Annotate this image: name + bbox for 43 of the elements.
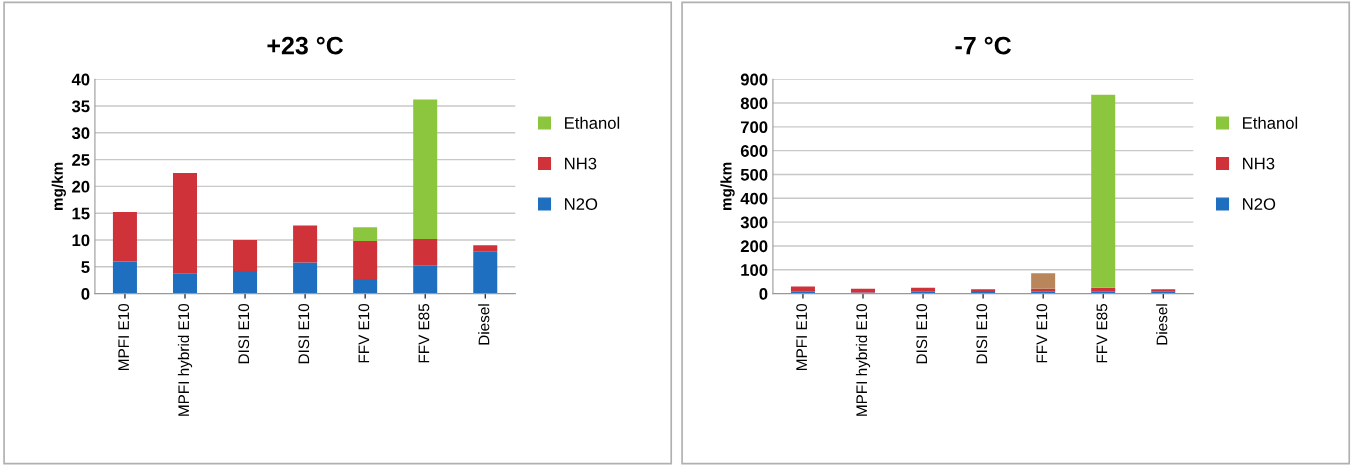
legend-label: Ethanol (565, 116, 620, 129)
y-tick-label: 0 (81, 287, 90, 300)
x-tick-label: DISI E10 (298, 303, 310, 364)
y-tick-label: 15 (72, 207, 90, 220)
y-tick-label: 800 (740, 97, 768, 110)
y-tick-label: 700 (740, 121, 768, 134)
y-axis-title: mg/km (51, 162, 66, 211)
chart-title: +23 °C (267, 36, 344, 55)
y-tick-label: 25 (72, 154, 90, 166)
y-axis-title: mg/km (720, 162, 735, 211)
x-tick-label: Diesel (478, 304, 490, 345)
x-tick-label: MPFI E10 (796, 303, 808, 370)
x-tick-label: FFV E10 (1036, 303, 1048, 363)
y-tick-label: 100 (741, 264, 768, 276)
x-tick-label: MPFI hybrid E10 (177, 303, 193, 416)
chart-title: -7 °C (955, 36, 1012, 55)
y-tick-label: 10 (72, 234, 90, 247)
y-tick-label: 5 (81, 261, 90, 273)
legend-label: N2O (565, 198, 598, 210)
y-tick-label: 300 (740, 216, 768, 229)
y-tick-label: 40 (71, 73, 90, 86)
x-tick-label: FFV E85 (1096, 303, 1108, 363)
y-tick-label: 400 (740, 192, 768, 205)
y-tick-label: 20 (72, 180, 90, 193)
y-tick-label: 0 (759, 287, 768, 300)
x-tick-label: DISI E10 (916, 303, 928, 364)
y-tick-label: 500 (740, 168, 768, 181)
x-tick-label: FFV E85 (418, 303, 430, 363)
x-tick-label: Diesel (1156, 304, 1168, 345)
x-tick-label: MPFI hybrid E10 (855, 303, 871, 416)
legend-label: Ethanol (1243, 116, 1298, 129)
legend-label: NH3 (565, 157, 597, 170)
x-tick-label: DISI E10 (976, 303, 988, 364)
y-tick-label: 200 (740, 240, 768, 253)
y-tick-label: 30 (71, 127, 90, 140)
x-tick-label: MPFI E10 (118, 303, 130, 370)
y-tick-label: 900 (740, 73, 768, 86)
x-tick-label: DISI E10 (238, 303, 250, 364)
legend-label: NH3 (1243, 157, 1275, 170)
y-tick-label: 35 (71, 100, 90, 113)
legend-label: N2O (1243, 198, 1276, 210)
y-tick-label: 600 (740, 145, 768, 157)
x-tick-label: FFV E10 (358, 303, 370, 363)
